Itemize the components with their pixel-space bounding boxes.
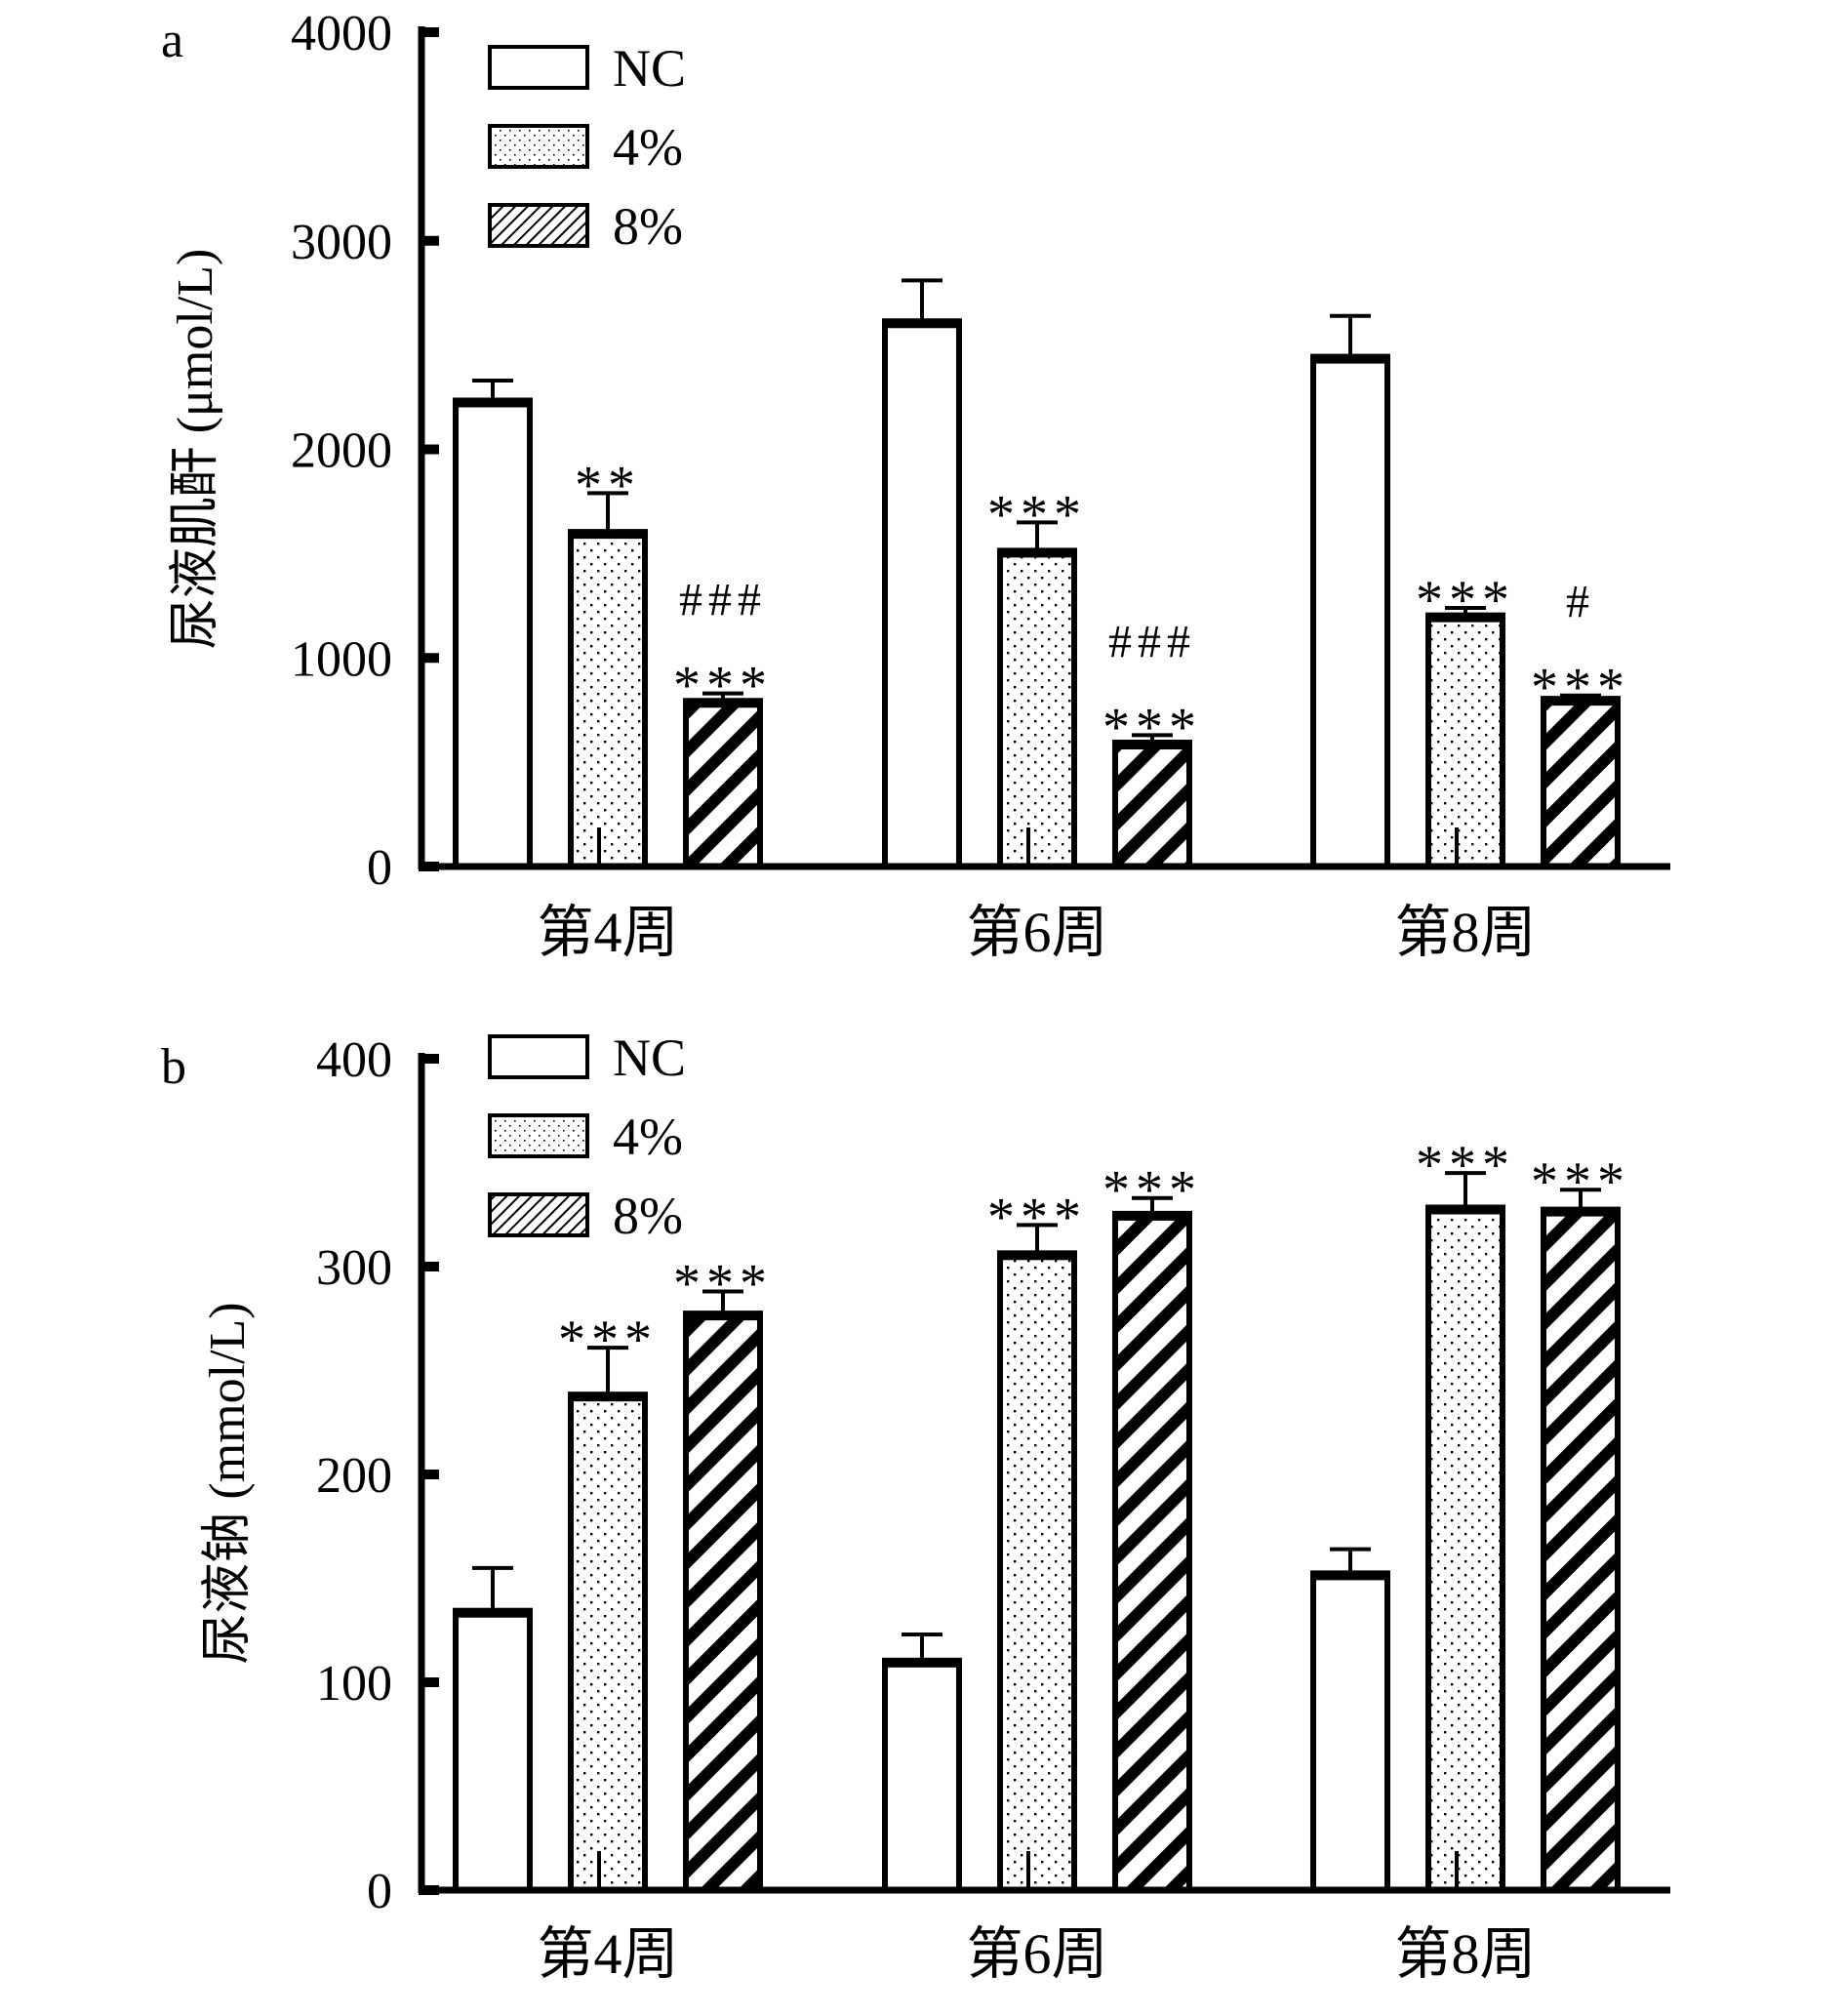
y-tick-label: 300 bbox=[316, 1240, 392, 1296]
y-axis-title: 尿液肌酐 (μmol/L) bbox=[168, 249, 223, 650]
bar bbox=[997, 1253, 1077, 1893]
bar bbox=[1112, 1213, 1192, 1893]
y-tick-label: 100 bbox=[316, 1656, 392, 1712]
bar bbox=[683, 701, 763, 870]
y-axis-title: 尿液钠 (mmol/L) bbox=[200, 1302, 256, 1664]
y-tick-label: 0 bbox=[367, 840, 392, 896]
bar bbox=[568, 532, 648, 869]
x-category-label: 第4周 bbox=[537, 1922, 678, 1986]
x-category-label: 第8周 bbox=[1394, 1922, 1536, 1986]
bar bbox=[1310, 1573, 1390, 1893]
significance-label: *** bbox=[1531, 658, 1630, 718]
bar bbox=[683, 1313, 763, 1893]
legend-swatch bbox=[488, 124, 589, 169]
bar bbox=[1541, 1209, 1621, 1893]
y-tick-label: 200 bbox=[316, 1448, 392, 1504]
bar bbox=[453, 1610, 533, 1893]
significance-label: *** bbox=[987, 1187, 1087, 1247]
x-category-label: 第6周 bbox=[966, 901, 1107, 964]
bar bbox=[997, 550, 1077, 869]
significance-label: *** bbox=[673, 1254, 773, 1314]
y-tick-label: 4000 bbox=[291, 6, 392, 61]
y-tick-label: 0 bbox=[367, 1864, 392, 1919]
significance-label: ### bbox=[1108, 616, 1196, 667]
legend-label: 4% bbox=[613, 118, 683, 177]
significance-label: *** bbox=[1416, 1135, 1515, 1195]
legend-swatch bbox=[488, 1192, 589, 1237]
significance-label: ** bbox=[575, 455, 641, 515]
legend-swatch bbox=[488, 1034, 589, 1079]
legend-swatch bbox=[488, 203, 589, 248]
bar bbox=[453, 400, 533, 869]
bar bbox=[1425, 615, 1505, 870]
significance-label: *** bbox=[1102, 697, 1202, 757]
y-tick-label: 3000 bbox=[291, 215, 392, 270]
legend-swatch bbox=[488, 45, 589, 90]
panel-label: b bbox=[161, 1039, 186, 1095]
significance-label: *** bbox=[1416, 570, 1515, 630]
x-category-label: 第6周 bbox=[966, 1922, 1107, 1986]
y-tick-label: 1000 bbox=[291, 631, 392, 687]
y-tick-label: 400 bbox=[316, 1032, 392, 1088]
bar bbox=[1112, 743, 1192, 870]
bar bbox=[1310, 356, 1390, 869]
bar bbox=[882, 321, 962, 869]
significance-label: *** bbox=[558, 1310, 658, 1370]
bar bbox=[882, 1660, 962, 1893]
legend-swatch bbox=[488, 1113, 589, 1158]
panel-label: a bbox=[161, 13, 183, 68]
significance-label: ### bbox=[679, 575, 767, 626]
y-tick-label: 2000 bbox=[291, 423, 392, 479]
legend-label: 4% bbox=[613, 1108, 683, 1166]
significance-label: # bbox=[1566, 577, 1595, 628]
significance-label: *** bbox=[1531, 1151, 1630, 1212]
x-category-label: 第8周 bbox=[1394, 901, 1536, 964]
legend-label: NC bbox=[613, 39, 686, 98]
legend-label: NC bbox=[613, 1028, 686, 1087]
significance-label: *** bbox=[673, 656, 773, 716]
significance-label: *** bbox=[1102, 1160, 1202, 1221]
bar bbox=[1541, 699, 1621, 870]
bar bbox=[1425, 1207, 1505, 1893]
x-category-label: 第4周 bbox=[537, 901, 678, 964]
significance-label: *** bbox=[987, 484, 1087, 544]
legend-label: 8% bbox=[613, 197, 683, 256]
bar bbox=[568, 1394, 648, 1893]
legend-label: 8% bbox=[613, 1187, 683, 1245]
